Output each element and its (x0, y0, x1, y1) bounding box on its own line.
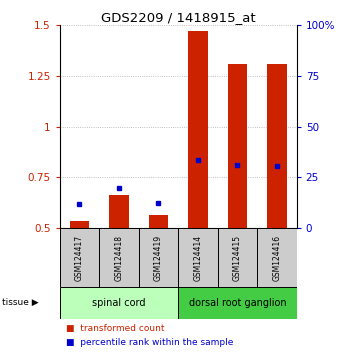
Bar (227, 64, 247, 228)
Bar (139, 228, 178, 287)
Bar (60, 228, 99, 287)
Bar (109, 195, 129, 228)
Text: GSM124414: GSM124414 (193, 234, 203, 281)
Bar (70, 221, 89, 228)
Bar (178, 228, 218, 287)
Text: ■  transformed count: ■ transformed count (66, 324, 165, 333)
Text: GSM124416: GSM124416 (272, 234, 281, 281)
Bar (178, 287, 297, 319)
Bar (188, 31, 208, 228)
Text: GSM124418: GSM124418 (115, 235, 123, 280)
Bar (99, 228, 139, 287)
Bar (257, 228, 297, 287)
Text: GSM124417: GSM124417 (75, 234, 84, 281)
Text: GSM124415: GSM124415 (233, 234, 242, 281)
Title: GDS2209 / 1418915_at: GDS2209 / 1418915_at (101, 11, 255, 24)
Text: ■  percentile rank within the sample: ■ percentile rank within the sample (66, 338, 234, 347)
Text: spinal cord: spinal cord (92, 298, 146, 308)
Bar (267, 64, 287, 228)
Bar (60, 287, 178, 319)
Text: GSM124419: GSM124419 (154, 234, 163, 281)
Bar (149, 215, 168, 228)
Text: dorsal root ganglion: dorsal root ganglion (189, 298, 286, 308)
Text: tissue ▶: tissue ▶ (2, 298, 38, 307)
Bar (218, 228, 257, 287)
